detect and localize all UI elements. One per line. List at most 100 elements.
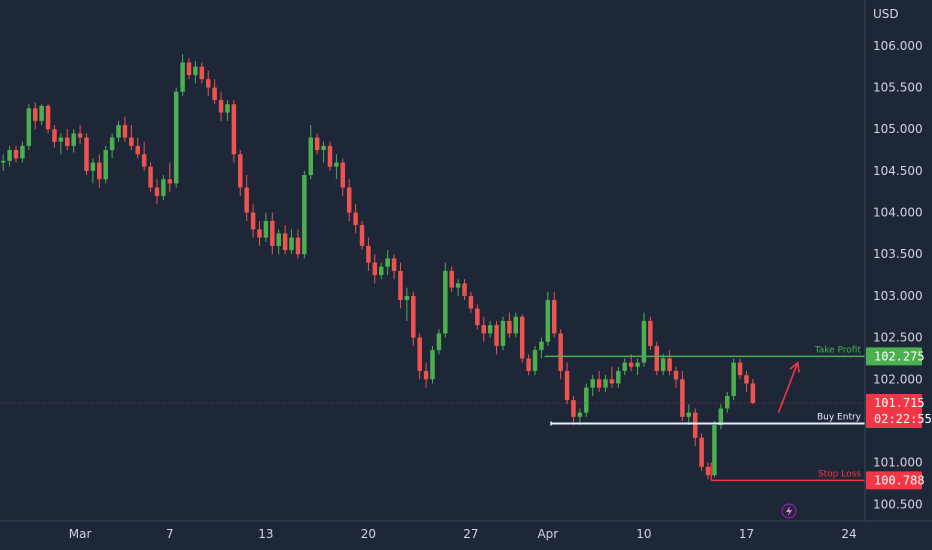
- candle: [20, 141, 25, 163]
- candle: [481, 316, 487, 342]
- candle-body: [443, 270, 448, 334]
- candle: [199, 62, 205, 84]
- level-annotation: Stop Loss: [818, 469, 861, 479]
- candle: [455, 279, 461, 296]
- candle-body: [366, 245, 371, 263]
- price-badge-label: 101.715: [874, 396, 925, 410]
- price-badge[interactable]: 102.275: [866, 347, 925, 366]
- candle: [680, 370, 685, 421]
- candle: [180, 54, 185, 96]
- x-axis[interactable]: Mar 7 13 20 27 Apr 10 17 24: [69, 527, 857, 541]
- candle: [539, 337, 544, 359]
- candle: [750, 379, 756, 405]
- candle: [430, 345, 435, 384]
- candle: [90, 158, 96, 184]
- candle-body: [167, 179, 173, 184]
- candle: [71, 129, 76, 153]
- candle: [475, 304, 480, 330]
- candle-body: [481, 325, 487, 334]
- candle-body: [65, 137, 70, 146]
- candle: [577, 408, 583, 426]
- x-tick-label: 10: [636, 527, 651, 541]
- candle: [141, 141, 147, 171]
- candle: [212, 79, 217, 105]
- level-annotation: Buy Entry: [817, 412, 862, 422]
- candle-body: [468, 295, 474, 309]
- candle: [526, 354, 531, 376]
- candle-body: [116, 125, 121, 138]
- candle-body: [519, 316, 525, 359]
- candle-body: [648, 320, 653, 346]
- candle: [340, 158, 346, 196]
- candle-body: [391, 258, 397, 271]
- price-countdown: 02:22:55: [874, 412, 932, 426]
- candle: [667, 350, 672, 376]
- candle-body: [334, 162, 339, 167]
- candle: [58, 133, 64, 155]
- lightning-icon[interactable]: [781, 503, 797, 519]
- candle-body: [7, 150, 12, 161]
- candle: [635, 358, 640, 376]
- candle: [731, 358, 736, 401]
- candle-body: [186, 62, 192, 76]
- candle-body: [660, 358, 666, 371]
- candle: [404, 287, 410, 321]
- price-badge[interactable]: 101.715 02:22:55: [866, 394, 932, 429]
- x-tick-label: Mar: [69, 527, 92, 541]
- x-tick-label: 7: [166, 527, 174, 541]
- y-tick-label: 100.500: [873, 497, 923, 511]
- candle: [302, 170, 307, 259]
- candle: [673, 366, 679, 388]
- candle-body: [532, 350, 538, 371]
- candle-body: [161, 179, 166, 196]
- candle: [366, 237, 371, 271]
- candles-layer: [0, 54, 756, 480]
- candle-body: [609, 379, 615, 384]
- candle: [513, 312, 519, 338]
- candle-body: [449, 270, 454, 288]
- x-tick-label: 20: [361, 527, 376, 541]
- candle-body: [26, 108, 32, 146]
- y-tick-label: 104.500: [873, 164, 923, 178]
- candle-body: [199, 66, 205, 80]
- candle-body: [398, 270, 403, 301]
- candle-body: [455, 283, 461, 288]
- candle-body: [724, 395, 730, 409]
- x-tick-label: 27: [463, 527, 478, 541]
- candle: [699, 433, 704, 471]
- candle-body: [257, 229, 262, 238]
- candle-body: [359, 225, 365, 246]
- candle: [648, 316, 653, 351]
- candle: [660, 354, 666, 376]
- candle: [161, 175, 166, 201]
- price-badge-bg: [866, 471, 922, 490]
- price-badges: 102.275 100.788 101.715 02:22:55: [866, 347, 932, 490]
- candle-body: [97, 162, 102, 180]
- candle-body: [494, 325, 499, 346]
- candle-body: [603, 379, 608, 388]
- candle-body: [507, 320, 512, 334]
- candle: [519, 314, 525, 363]
- candle: [500, 316, 506, 351]
- candle: [45, 104, 51, 134]
- candle: [468, 291, 474, 313]
- candle: [129, 125, 134, 151]
- candle-body: [212, 87, 217, 101]
- candle: [712, 420, 717, 478]
- candle: [558, 329, 563, 380]
- candle-body: [302, 175, 307, 255]
- candle-body: [641, 320, 647, 363]
- candle: [436, 329, 442, 355]
- candle: [39, 104, 44, 126]
- candle-body: [462, 283, 467, 296]
- candle: [122, 116, 128, 142]
- candle: [263, 212, 269, 242]
- candle-body: [680, 379, 685, 417]
- candle-body: [282, 233, 288, 251]
- y-axis[interactable]: 106.000 105.500 105.000 104.500 104.000 103.5…: [873, 39, 923, 511]
- candle: [186, 58, 192, 80]
- candle-body: [718, 408, 724, 426]
- price-badge[interactable]: 100.788: [866, 471, 925, 490]
- candle: [692, 408, 698, 446]
